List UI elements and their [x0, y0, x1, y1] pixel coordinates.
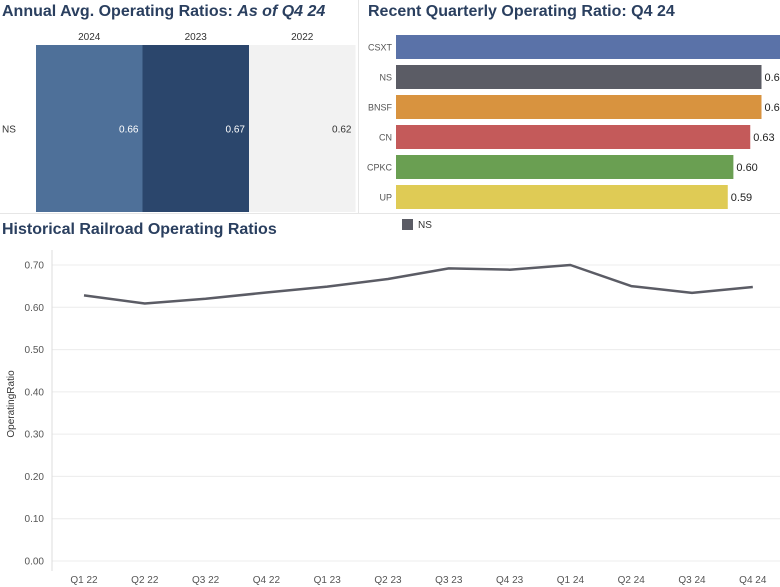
legend-label: NS	[418, 220, 432, 231]
heatmap-column-label: 2022	[291, 32, 314, 43]
bar-value-label: 0.60	[736, 162, 757, 174]
heatmap-column-label: 2023	[185, 32, 208, 43]
panel-divider-vertical	[358, 0, 359, 213]
line-chart: NS 0.00 0.10 0.20 0.30 0.40 0.50 0.60 0.70 Operat…	[6, 219, 780, 586]
bar	[396, 65, 762, 89]
heatmap-title-main: Annual Avg. Operating Ratios:	[2, 3, 238, 20]
bar-category-label: UP	[379, 193, 392, 203]
bar-category-label: CPKC	[367, 163, 393, 173]
heatmap-cell	[36, 45, 143, 212]
x-tick-label: Q4 22	[253, 575, 281, 586]
panel-divider-horizontal	[0, 213, 780, 214]
x-tick-label: Q1 22	[70, 575, 98, 586]
heatmap-cell-label: 0.62	[332, 125, 352, 136]
x-tick-label: Q3 24	[678, 575, 706, 586]
bar-value-label: 0.59	[731, 192, 752, 204]
x-tick-label: Q2 24	[618, 575, 646, 586]
series-line-ns	[83, 263, 753, 305]
x-tick-label: Q3 22	[192, 575, 220, 586]
legend-swatch	[402, 219, 413, 230]
heatmap-cell	[249, 45, 356, 212]
bar-chart: CSXT0.69NS0.65BNSF0.65CN0.63CPKC0.60UP0.…	[367, 35, 780, 209]
heatmap-row-label: NS	[2, 125, 16, 136]
bar-value-label: 0.63	[753, 132, 774, 144]
line-chart-title: Historical Railroad Operating Ratios	[2, 221, 277, 238]
heatmap-column-label: 2024	[78, 32, 101, 43]
y-tick-label: 0.20	[25, 472, 45, 483]
heatmap-title: Annual Avg. Operating Ratios: As of Q4 2…	[2, 3, 325, 21]
x-tick-label: Q1 23	[314, 575, 342, 586]
bar-chart-title: Recent Quarterly Operating Ratio: Q4 24	[368, 3, 675, 20]
y-tick-label: 0.00	[25, 557, 45, 568]
x-tick-label: Q1 24	[557, 575, 585, 586]
bar-category-label: BNSF	[368, 103, 393, 113]
y-tick-label: 0.50	[25, 345, 45, 356]
bar	[396, 185, 728, 209]
bar-value-label: 0.65	[765, 102, 780, 114]
heatmap-cell-label: 0.67	[226, 125, 246, 136]
y-tick-label: 0.40	[25, 387, 45, 398]
x-tick-label: Q3 23	[435, 575, 463, 586]
y-tick-label: 0.30	[25, 430, 45, 441]
x-tick-label: Q4 23	[496, 575, 524, 586]
bar-category-label: CN	[379, 133, 392, 143]
bar-category-label: NS	[379, 73, 392, 83]
bar	[396, 95, 762, 119]
bar-category-label: CSXT	[368, 43, 393, 53]
heatmap-cell-label: 0.66	[119, 125, 139, 136]
x-tick-label: Q4 24	[739, 575, 767, 586]
x-tick-label: Q2 23	[374, 575, 402, 586]
heatmap-cell	[142, 45, 249, 212]
bar	[396, 125, 751, 149]
bar	[396, 155, 734, 179]
bar-value-label: 0.65	[765, 72, 780, 84]
bar	[396, 35, 780, 59]
y-tick-label: 0.60	[25, 303, 45, 314]
y-tick-label: 0.70	[25, 261, 45, 272]
y-axis-label: OperatingRatio	[6, 370, 17, 438]
x-tick-label: Q2 22	[131, 575, 159, 586]
heatmap-chart: 2024 2023 2022 NS 0.66 0.67 0.62	[2, 32, 356, 212]
y-tick-label: 0.10	[25, 514, 45, 525]
heatmap-title-period: As of Q4 24	[237, 3, 326, 20]
